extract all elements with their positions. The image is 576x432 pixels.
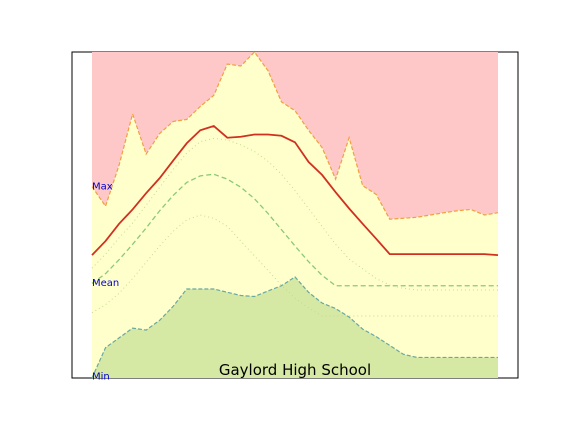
lower-band-area — [92, 276, 498, 378]
upper-dotted-line — [91, 137, 498, 291]
side-label-max: Max — [92, 182, 113, 193]
lower-dotted-line — [91, 214, 498, 317]
line-layer — [91, 51, 499, 379]
mean-line — [91, 173, 498, 287]
side-label-mean: Mean — [92, 278, 119, 289]
max-line — [91, 124, 499, 256]
middle-band-area — [92, 52, 498, 378]
min-boundary-line — [91, 276, 498, 379]
label-layer: Gaylord High School Max Mean Min — [92, 182, 371, 383]
side-label-min: Min — [92, 372, 110, 383]
chart-title: Gaylord High School — [219, 361, 371, 379]
upper-band-area — [92, 52, 498, 220]
upper-boundary-line — [91, 51, 499, 220]
area-layer — [92, 52, 498, 378]
